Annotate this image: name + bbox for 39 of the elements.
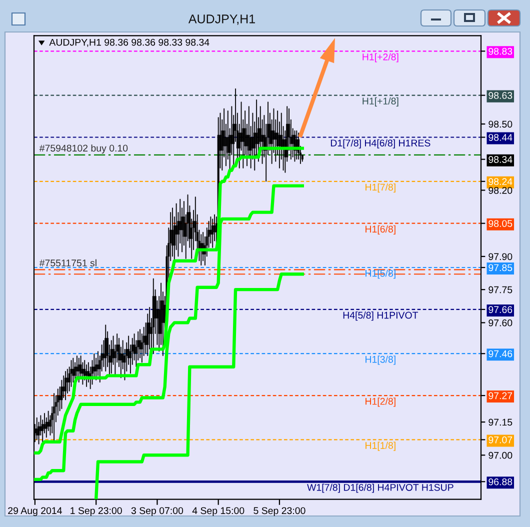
- y-tick-label: 97.66: [488, 306, 512, 314]
- ref-line-label: D1[7/8] H4[6/8] H1RES: [330, 139, 430, 148]
- y-tick-label: 97.85: [488, 264, 512, 272]
- ref-line-label: H1[+2/8]: [362, 53, 398, 62]
- y-tick-label: 97.27: [488, 392, 512, 400]
- ref-line-label: #75511751 sl: [39, 259, 96, 266]
- x-tick-label: 1 Sep 23:00: [70, 507, 122, 516]
- ref-line-label: H1[5/8]: [366, 270, 396, 279]
- x-tick-label: 3 Sep 07:00: [131, 507, 184, 516]
- y-tick-label: 98.83: [488, 48, 512, 55]
- y-tick-label: 97.60: [488, 319, 512, 326]
- ref-line-label: H1[+1/8]: [362, 97, 398, 106]
- chart-title: AUDJPY,H1: [188, 14, 255, 25]
- ref-line-label: #75948102 buy 0.10: [39, 144, 128, 154]
- ref-line-label: W1[7/8] D1[6/8] H4PIVOT H1SUP: [307, 484, 454, 493]
- y-tick-label: 97.07: [488, 436, 512, 444]
- y-tick-label: 97.15: [488, 418, 512, 426]
- ref-line-label: H1[3/8]: [366, 356, 396, 365]
- ref-line-label: H1[2/8]: [366, 398, 396, 407]
- y-tick-label: 98.63: [488, 92, 512, 99]
- ref-line-label: H4[5/8] H1PIVOT: [343, 312, 418, 321]
- y-tick-label: 98.50: [488, 120, 512, 128]
- y-tick-label: 96.88: [488, 478, 512, 486]
- y-tick-label: 98.34: [488, 156, 512, 163]
- y-tick-label: 98.20: [488, 186, 512, 194]
- chart-subtitle: AUDJPY,H1 98.36 98.36 98.33 98.34: [49, 38, 210, 47]
- ref-line-label: H1[1/8]: [366, 442, 396, 451]
- y-tick-label: 98.44: [488, 134, 512, 141]
- y-tick-label: 97.75: [488, 286, 512, 294]
- y-tick-label: 97.00: [488, 452, 512, 459]
- x-tick-label: 5 Sep 23:00: [254, 507, 306, 516]
- x-tick-label: 29 Aug 2014: [8, 507, 62, 516]
- x-tick-label: 4 Sep 15:00: [192, 507, 244, 516]
- ref-line-label: H1[6/8]: [366, 225, 396, 234]
- y-tick-label: 98.05: [488, 220, 512, 227]
- y-tick-label: 98.24: [488, 178, 512, 186]
- y-tick-label: 97.46: [488, 350, 512, 358]
- ref-line-label: H1[7/8]: [366, 183, 396, 193]
- y-tick-label: 97.90: [488, 253, 512, 260]
